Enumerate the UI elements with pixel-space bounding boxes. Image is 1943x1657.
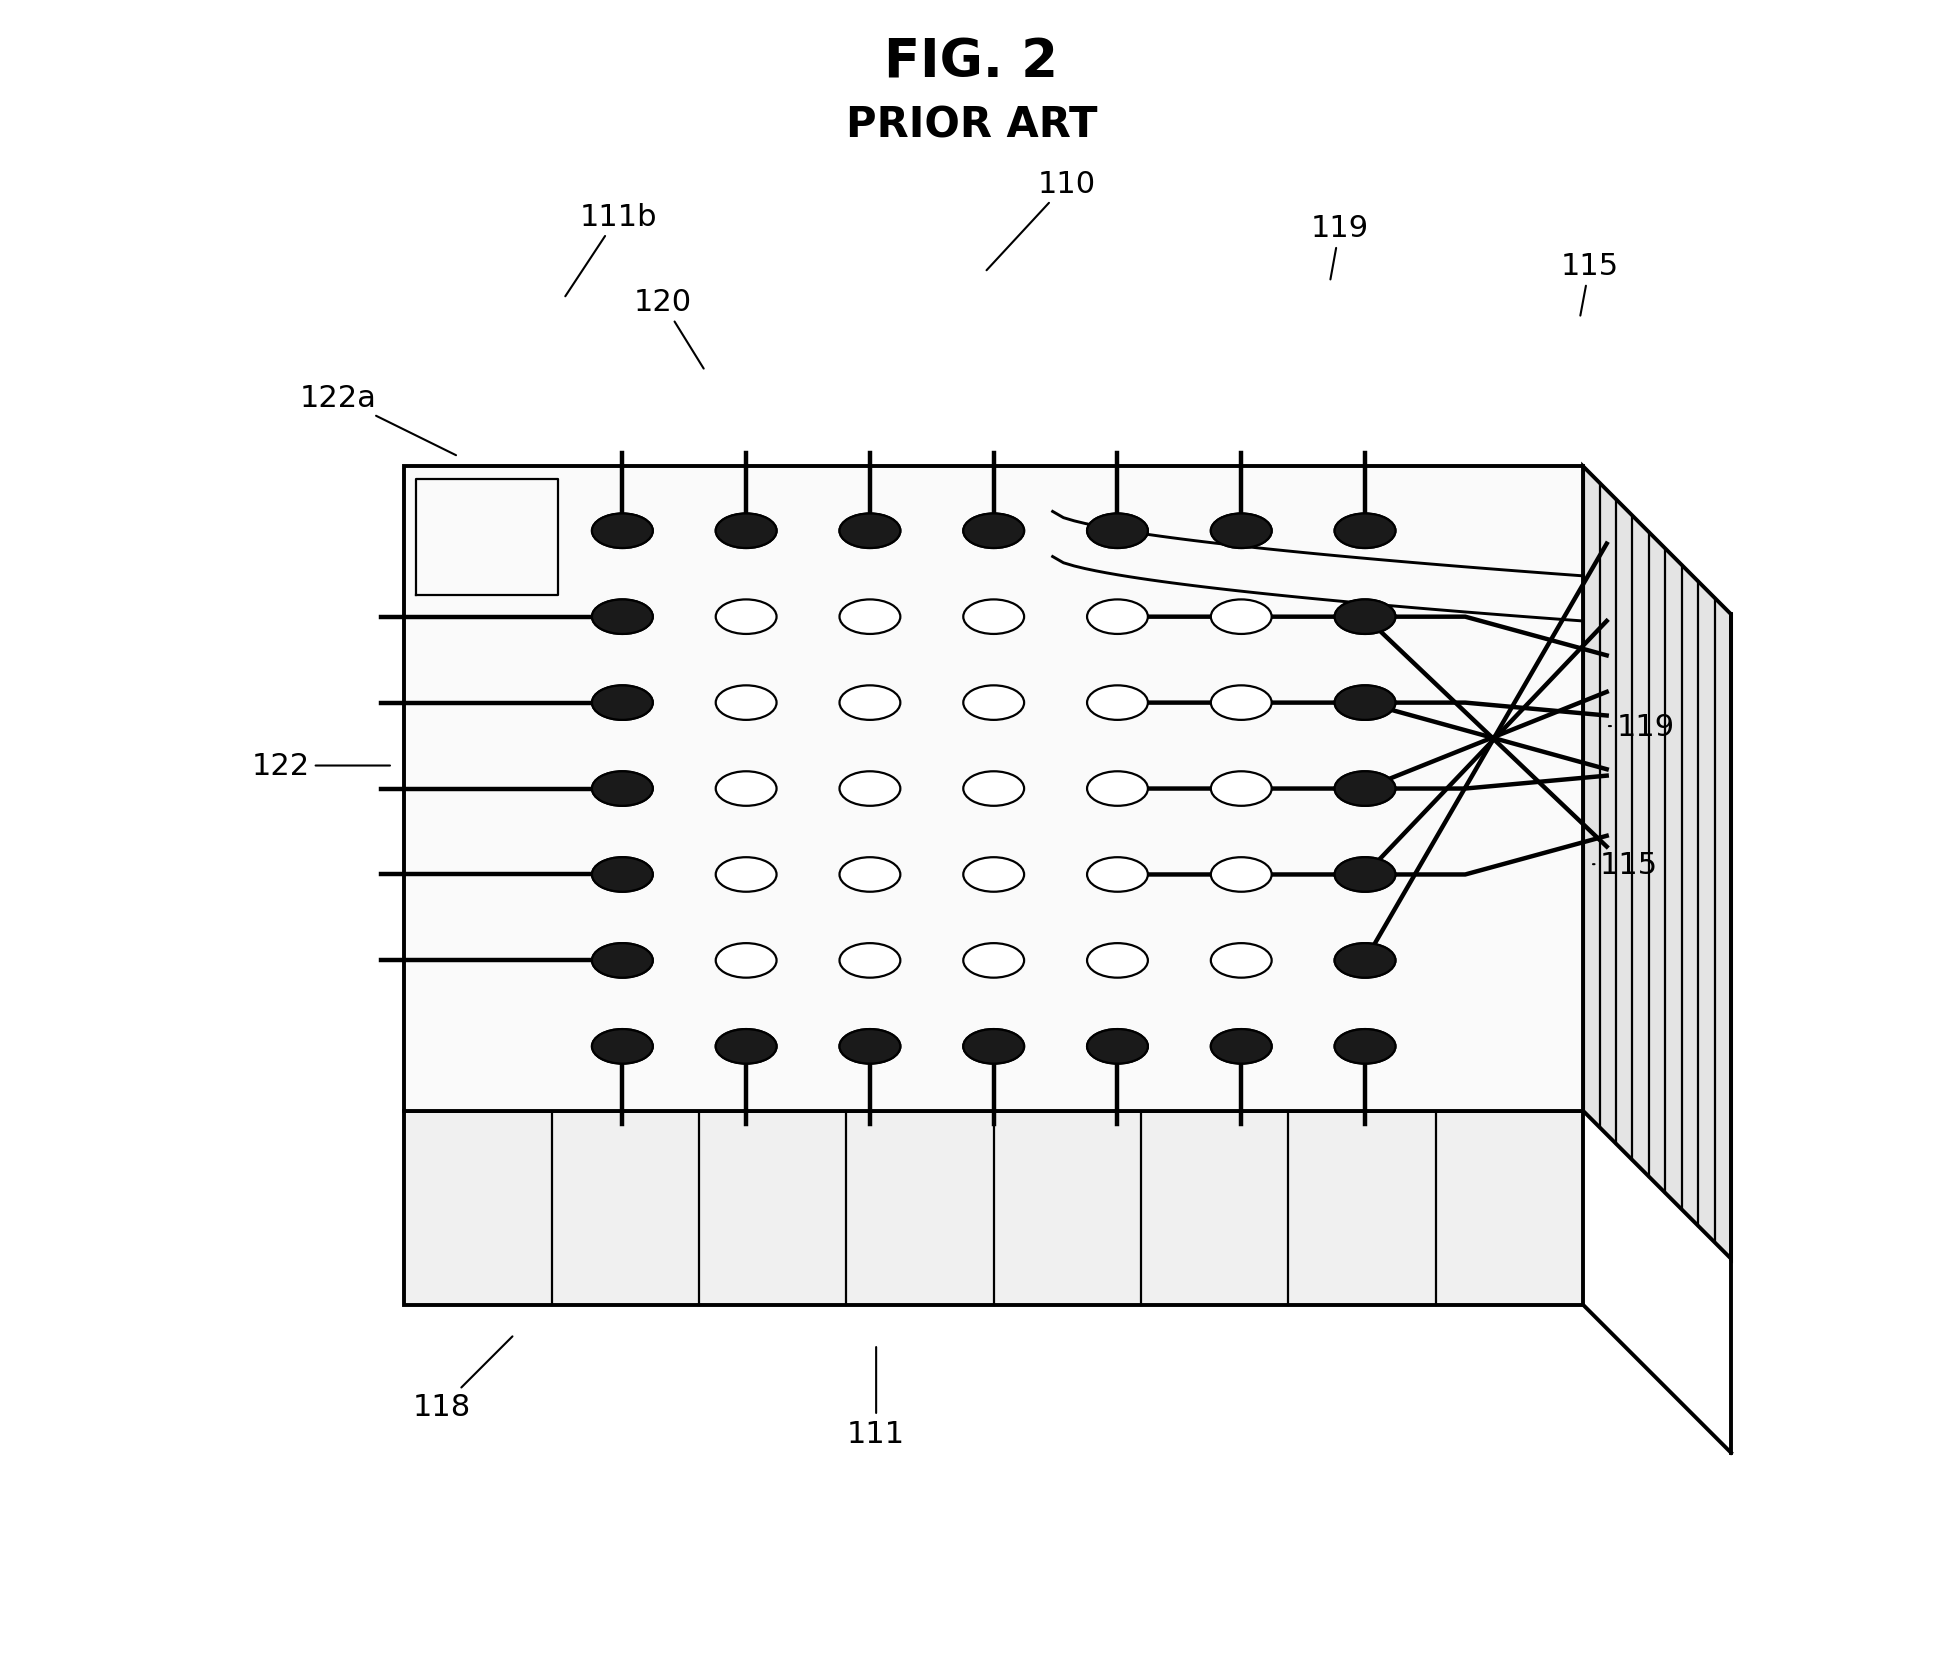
Ellipse shape [839, 858, 900, 891]
Text: 118: 118 [414, 1337, 513, 1422]
Ellipse shape [1210, 514, 1271, 548]
Ellipse shape [1086, 943, 1148, 978]
Ellipse shape [1335, 1029, 1395, 1064]
Ellipse shape [1335, 772, 1395, 807]
Text: 120: 120 [633, 288, 703, 370]
Ellipse shape [839, 1029, 900, 1064]
Ellipse shape [964, 600, 1024, 635]
Ellipse shape [839, 600, 900, 635]
Ellipse shape [1335, 600, 1395, 635]
Ellipse shape [593, 858, 653, 891]
Ellipse shape [839, 686, 900, 721]
Ellipse shape [839, 943, 900, 978]
Ellipse shape [715, 686, 777, 721]
Text: 119: 119 [1609, 713, 1675, 741]
Ellipse shape [593, 1029, 653, 1064]
Ellipse shape [1210, 600, 1271, 635]
Text: 122a: 122a [299, 383, 457, 456]
Polygon shape [404, 1112, 1584, 1306]
Text: 110: 110 [987, 171, 1096, 272]
Ellipse shape [1335, 686, 1395, 721]
Polygon shape [1584, 467, 1731, 1259]
Ellipse shape [1210, 1029, 1271, 1064]
Ellipse shape [593, 686, 653, 721]
Ellipse shape [1210, 1029, 1271, 1064]
Ellipse shape [715, 514, 777, 548]
Ellipse shape [715, 1029, 777, 1064]
Text: 115: 115 [1593, 850, 1657, 880]
Ellipse shape [593, 1029, 653, 1064]
Ellipse shape [593, 772, 653, 807]
Text: PRIOR ART: PRIOR ART [845, 104, 1098, 146]
Ellipse shape [1210, 514, 1271, 548]
Ellipse shape [839, 514, 900, 548]
Ellipse shape [1210, 858, 1271, 891]
Ellipse shape [964, 1029, 1024, 1064]
Ellipse shape [964, 514, 1024, 548]
Ellipse shape [964, 514, 1024, 548]
Ellipse shape [715, 514, 777, 548]
Ellipse shape [715, 943, 777, 978]
Ellipse shape [1335, 600, 1395, 635]
Ellipse shape [1335, 943, 1395, 978]
Ellipse shape [964, 858, 1024, 891]
Ellipse shape [593, 600, 653, 635]
Ellipse shape [1086, 772, 1148, 807]
Ellipse shape [1335, 858, 1395, 891]
Ellipse shape [1086, 686, 1148, 721]
Ellipse shape [839, 1029, 900, 1064]
Ellipse shape [715, 600, 777, 635]
Ellipse shape [964, 772, 1024, 807]
Text: 115: 115 [1560, 252, 1619, 316]
Ellipse shape [1086, 514, 1148, 548]
Ellipse shape [593, 514, 653, 548]
Ellipse shape [1335, 514, 1395, 548]
Ellipse shape [715, 858, 777, 891]
Text: 122: 122 [253, 752, 391, 780]
Ellipse shape [1335, 686, 1395, 721]
Ellipse shape [1086, 858, 1148, 891]
Text: 111b: 111b [565, 202, 657, 297]
Ellipse shape [593, 858, 653, 891]
Polygon shape [404, 467, 1584, 1112]
Ellipse shape [964, 686, 1024, 721]
Ellipse shape [1210, 943, 1271, 978]
Ellipse shape [964, 943, 1024, 978]
Ellipse shape [715, 1029, 777, 1064]
Ellipse shape [1086, 514, 1148, 548]
Ellipse shape [839, 514, 900, 548]
Ellipse shape [839, 772, 900, 807]
Ellipse shape [1335, 1029, 1395, 1064]
Ellipse shape [593, 514, 653, 548]
Text: 111: 111 [847, 1347, 905, 1448]
Ellipse shape [1210, 686, 1271, 721]
Ellipse shape [1086, 1029, 1148, 1064]
Ellipse shape [593, 943, 653, 978]
Text: 119: 119 [1312, 214, 1368, 280]
Text: FIG. 2: FIG. 2 [884, 36, 1059, 89]
Ellipse shape [964, 1029, 1024, 1064]
Ellipse shape [715, 772, 777, 807]
Ellipse shape [1086, 600, 1148, 635]
Ellipse shape [593, 600, 653, 635]
Ellipse shape [1210, 772, 1271, 807]
Ellipse shape [1335, 514, 1395, 548]
Ellipse shape [593, 686, 653, 721]
Ellipse shape [1335, 772, 1395, 807]
Ellipse shape [593, 943, 653, 978]
Ellipse shape [1335, 943, 1395, 978]
Ellipse shape [1335, 858, 1395, 891]
Ellipse shape [593, 772, 653, 807]
Ellipse shape [1086, 1029, 1148, 1064]
